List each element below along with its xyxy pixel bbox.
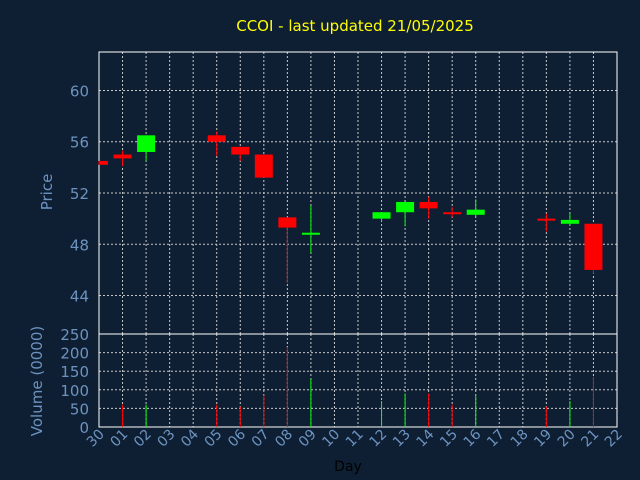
x-axis-label: Day [334, 459, 362, 475]
candle-07 [254, 154, 273, 178]
volume-tick-label: 200 [60, 345, 89, 363]
volume-plot-frame [98, 333, 618, 428]
candle-body [137, 135, 156, 152]
candle-02 [137, 135, 156, 161]
candle-body [231, 146, 250, 155]
candle-19 [537, 213, 556, 232]
candle-15 [443, 207, 462, 218]
candle-20 [560, 213, 579, 226]
volume-tick-label: 0 [79, 419, 89, 437]
candle-06 [231, 146, 250, 161]
candle-body [466, 209, 485, 215]
candle-body [372, 212, 391, 219]
volume-tick-label: 250 [60, 326, 89, 344]
volume-tick-label: 50 [70, 400, 89, 418]
candle-30 [98, 160, 108, 165]
price-tick-label: 52 [70, 185, 89, 203]
candle-21 [584, 223, 603, 274]
candle-13 [396, 201, 415, 227]
candle-14 [419, 196, 438, 219]
chart-title: CCOI - last updated 21/05/2025 [236, 17, 474, 35]
candle-body [443, 212, 462, 215]
candle-01 [113, 150, 132, 167]
candle-body [537, 218, 556, 221]
price-tick-label: 48 [70, 236, 89, 254]
candle-body [560, 219, 579, 224]
candle-body [301, 232, 320, 235]
volume-tick-label: 150 [60, 363, 89, 381]
candle-body [113, 154, 132, 159]
price-tick-label: 44 [70, 288, 89, 306]
candle-body [419, 201, 438, 209]
candle-16 [466, 199, 485, 217]
price-tick-label: 56 [70, 134, 89, 152]
candle-body [396, 201, 415, 213]
candle-body [99, 160, 108, 165]
candle-body [278, 217, 297, 228]
candle-12 [372, 212, 391, 222]
candle-body [254, 154, 273, 178]
price-panel: 44 48 52 56 60 [70, 51, 618, 335]
price-tick-label: 60 [70, 82, 89, 100]
volume-tick-label: 100 [60, 382, 89, 400]
candle-body [584, 223, 603, 270]
candle-body [207, 135, 226, 142]
price-axis-label: Price [38, 174, 56, 211]
volume-axis-label: Volume (0000) [28, 326, 46, 436]
candle-08 [278, 217, 297, 283]
candle-09 [301, 205, 320, 254]
candle-05 [207, 131, 226, 156]
